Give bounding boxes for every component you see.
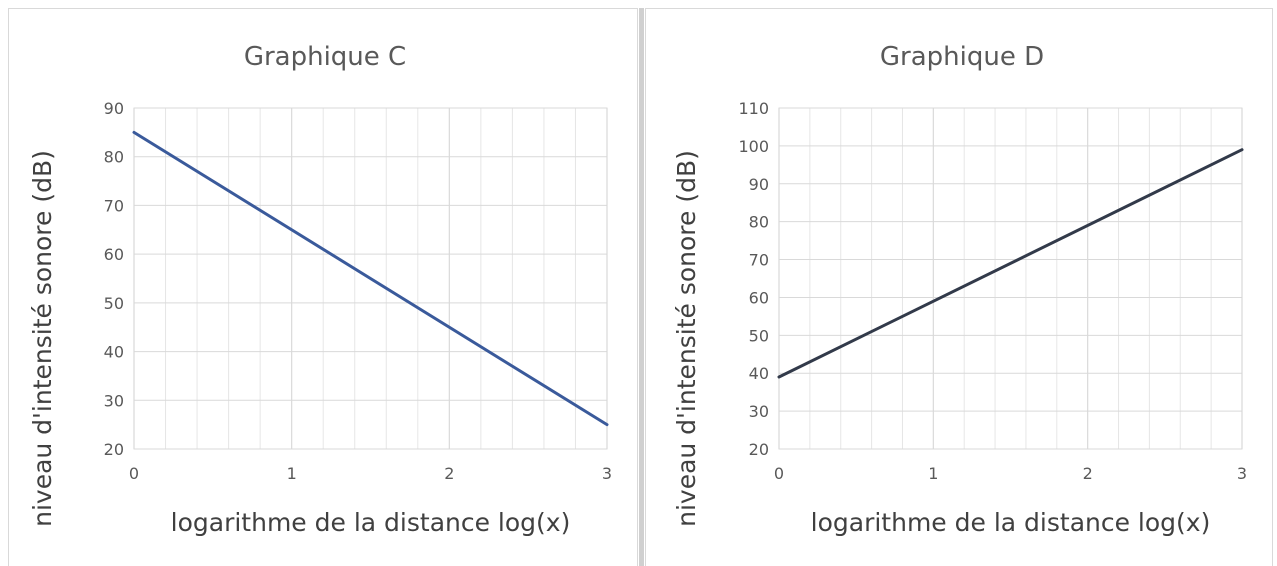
panel-divider	[639, 8, 644, 566]
chart-c-y-tick-label: 60	[104, 245, 124, 264]
chart-d-y-tick-label: 110	[738, 99, 769, 118]
chart-c-x-tick-label: 2	[444, 464, 454, 483]
chart-c-y-tick-label: 30	[104, 391, 124, 410]
chart-d-plot-area	[778, 107, 1243, 450]
chart-c-y-tick-label: 50	[104, 294, 124, 313]
chart-panel-c: 20 30 40 50 60 70 80 90 0 1 2 3 Graphique C logarithm…	[8, 8, 638, 566]
chart-d-y-tick-label: 60	[749, 288, 769, 307]
chart-d-y-tick-label: 80	[749, 213, 769, 232]
chart-c-svg: 20 30 40 50 60 70 80 90 0 1 2 3 Graphique C logarithm…	[28, 42, 612, 537]
chart-c-x-tick-label: 3	[602, 464, 612, 483]
chart-d-y-tick-label: 70	[749, 251, 769, 270]
chart-c-x-tick-label: 1	[287, 464, 297, 483]
chart-d-y-tick-label: 50	[749, 326, 769, 345]
chart-d-y-axis-label: niveau d'intensité sonore (dB)	[672, 150, 701, 527]
chart-d-x-tick-label: 3	[1237, 464, 1247, 483]
chart-c-y-tick-label: 80	[104, 148, 124, 167]
chart-c-series-line	[132, 130, 609, 427]
chart-d-title: Graphique D	[880, 42, 1044, 72]
chart-c-y-tick-label: 70	[104, 196, 124, 215]
chart-d-y-tick-label: 100	[738, 137, 769, 156]
chart-d-x-tick-label: 2	[1083, 464, 1093, 483]
chart-c-y-tick-label: 90	[104, 99, 124, 118]
chart-d-x-axis-label: logarithme de la distance log(x)	[811, 508, 1211, 537]
chart-d-y-tick-label: 90	[749, 175, 769, 194]
chart-d-y-tick-label: 40	[749, 364, 769, 383]
chart-d-series-line	[777, 148, 1244, 379]
chart-c-x-axis-label: logarithme de la distance log(x)	[171, 508, 571, 537]
chart-d-y-tick-label: 20	[749, 440, 769, 459]
chart-c-x-tick-label: 0	[129, 464, 139, 483]
chart-d-svg: 20 30 40 50 60 70 80 90 100 110 0 1 2 3 Graphique D log…	[672, 42, 1247, 537]
chart-panel-d: 20 30 40 50 60 70 80 90 100 110 0 1 2 3 Graphique D log…	[645, 8, 1273, 566]
chart-d-y-tick-label: 30	[749, 402, 769, 421]
chart-c-y-axis-label: niveau d'intensité sonore (dB)	[28, 150, 57, 527]
chart-d-x-tick-label: 0	[774, 464, 784, 483]
chart-d-x-tick-label: 1	[928, 464, 938, 483]
chart-c-y-tick-label: 40	[104, 343, 124, 362]
chart-c-plot-area	[133, 107, 608, 450]
chart-c-title: Graphique C	[244, 42, 406, 72]
chart-c-y-tick-label: 20	[104, 440, 124, 459]
